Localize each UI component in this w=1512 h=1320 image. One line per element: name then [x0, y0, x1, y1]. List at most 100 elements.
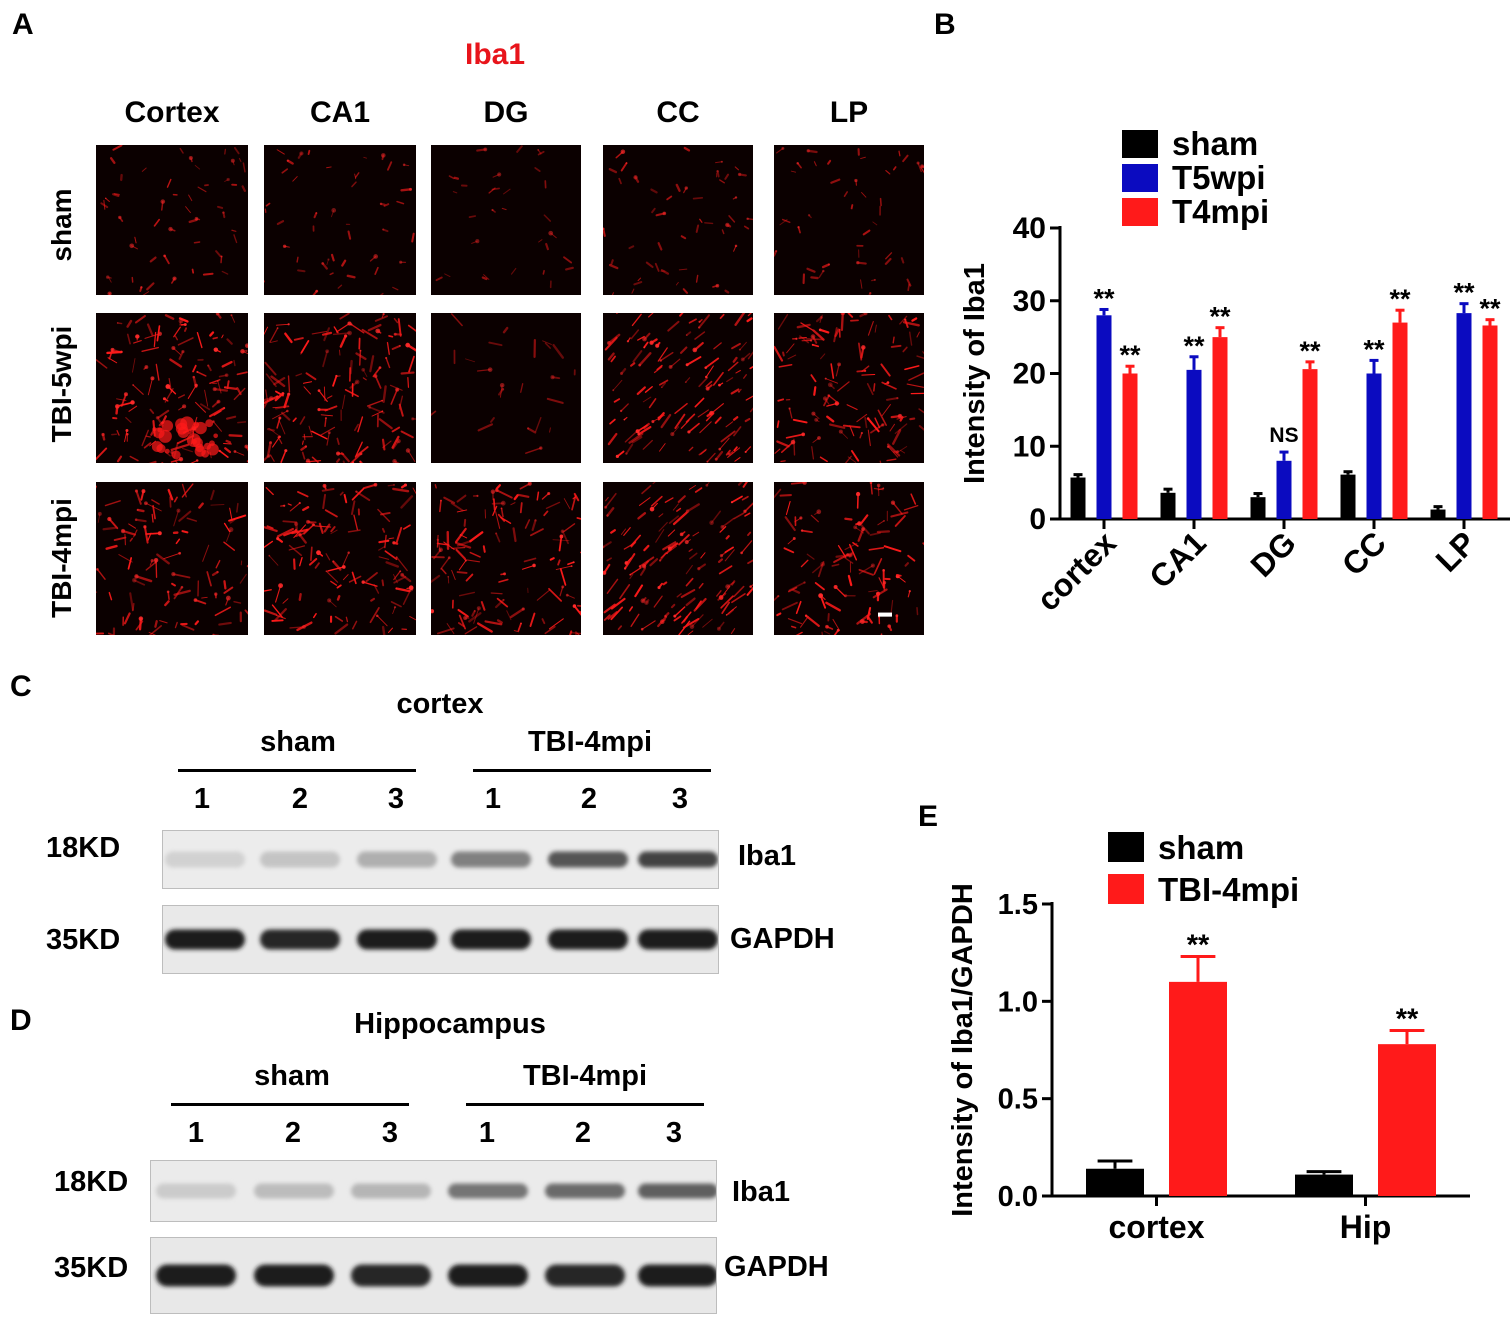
micrograph-tbi-5wpi-dg: [431, 313, 581, 463]
significance-stars: **: [1363, 334, 1385, 364]
legend-label: sham: [1172, 125, 1258, 162]
bar-t4mpi: [1482, 325, 1498, 519]
bar-sham: [1070, 477, 1086, 519]
blot-band: [165, 929, 245, 950]
row-label-tbi-5wpi: TBI-5wpi: [46, 325, 77, 443]
blot-band: [357, 929, 437, 950]
significance-stars: **: [1119, 340, 1141, 370]
micrograph-sham-ca1: [264, 145, 416, 295]
x-tick-label: LP: [1429, 524, 1483, 578]
iba1-blot-cortex: [162, 830, 719, 889]
y-tick-label: 10: [1013, 430, 1046, 463]
bar-sham: [1160, 492, 1176, 519]
y-tick-label: 20: [1013, 358, 1046, 391]
lane-label: 2: [580, 783, 598, 815]
micrograph-sham-cc: [603, 145, 753, 295]
lane-label: 3: [665, 1117, 683, 1149]
x-tick-label: DG: [1244, 524, 1303, 583]
lane-label: 2: [291, 783, 309, 815]
blot-band: [156, 1183, 236, 1199]
micrograph-tbi-5wpi-ca1: [264, 313, 416, 463]
bar-tbi-4mpi: [1169, 981, 1227, 1196]
blot-band: [548, 929, 628, 950]
y-tick-label: 30: [1013, 285, 1046, 318]
region-label-lp: LP: [829, 96, 869, 129]
panel-d-sham-bracket: [171, 1103, 409, 1106]
micrograph-tbi-4mpi-lp: [774, 482, 924, 635]
bar-t5wpi: [1096, 315, 1112, 519]
legend-label: sham: [1158, 829, 1244, 866]
row-label-sham: sham: [46, 188, 77, 262]
bar-t5wpi: [1366, 373, 1382, 519]
blot-band: [351, 1183, 431, 1199]
gapdh-blot-hippocampus: [150, 1237, 717, 1314]
region-label-cortex: Cortex: [124, 96, 220, 129]
legend-swatch: [1122, 198, 1158, 226]
blot-band: [545, 1183, 625, 1199]
panel-letter-b: B: [934, 8, 956, 41]
legend-label: T4mpi: [1172, 193, 1269, 230]
blot-band: [451, 929, 531, 950]
micrograph-tbi-4mpi-cc: [603, 482, 753, 635]
bar-chart-b: 0 10 20 30 40 Intensity of Iba1 cortex CA1 DG CC L…: [959, 125, 1510, 618]
panel-c-tbi-bracket: [473, 769, 711, 772]
x-tick-label: CA1: [1142, 524, 1213, 595]
panel-d-group-sham: sham: [254, 1060, 330, 1092]
panel-c-region-title: cortex: [396, 688, 484, 720]
bar-sham: [1340, 474, 1356, 519]
panel-letter-d: D: [10, 1004, 32, 1037]
blot-band: [638, 851, 718, 868]
blot-band: [351, 1264, 431, 1287]
lane-label: 1: [478, 1117, 496, 1149]
bar-sham: [1295, 1174, 1353, 1196]
protein-label-gapdh: GAPDH: [730, 923, 835, 955]
blot-band: [254, 1264, 334, 1287]
significance-stars: **: [1389, 284, 1411, 314]
significance-stars: **: [1183, 331, 1205, 361]
lane-label: 2: [574, 1117, 592, 1149]
bar-t4mpi: [1302, 369, 1318, 519]
marker-18kd: 18KD: [54, 1166, 129, 1198]
lane-label: 1: [193, 783, 211, 815]
x-tick-label: CC: [1335, 524, 1393, 582]
x-tick-label: cortex: [1108, 1209, 1204, 1245]
lane-label: 2: [284, 1117, 302, 1149]
panel-d-group-tbi: TBI-4mpi: [522, 1060, 648, 1092]
region-label-dg: DG: [483, 96, 529, 129]
panel-c-group-tbi: TBI-4mpi: [527, 726, 653, 758]
micrograph-tbi-4mpi-cortex: [96, 482, 248, 635]
blot-band: [357, 851, 437, 868]
legend-swatch: [1122, 164, 1158, 192]
blot-band: [254, 1183, 334, 1199]
bar-t4mpi: [1122, 373, 1138, 519]
micrograph-tbi-4mpi-dg: [431, 482, 581, 635]
marker-35kd: 35KD: [54, 1252, 129, 1284]
panel-d-region-title: Hippocampus: [354, 1008, 546, 1040]
y-axis-label: Intensity of Iba1: [959, 263, 991, 484]
blot-band: [448, 1264, 528, 1287]
blot-band: [638, 1183, 716, 1199]
micrograph-tbi-5wpi-lp: [774, 313, 924, 463]
region-label-cc: CC: [656, 96, 700, 129]
lane-label: 1: [484, 783, 502, 815]
panel-a-stain-title: Iba1: [464, 38, 526, 71]
blot-band: [548, 851, 628, 868]
legend-label: T5wpi: [1172, 159, 1266, 196]
panel-letter-e: E: [918, 800, 939, 833]
scale-bar: [878, 612, 892, 617]
y-axis-label: Intensity of Iba1/GAPDH: [947, 883, 979, 1217]
significance-stars: **: [1479, 294, 1501, 324]
blot-band: [165, 851, 245, 868]
blot-band: [260, 851, 340, 868]
x-tick-label: cortex: [1030, 524, 1124, 618]
legend-swatch: [1122, 130, 1158, 158]
legend-swatch: [1108, 874, 1144, 904]
bar-t5wpi: [1456, 313, 1472, 519]
blot-band: [638, 929, 718, 950]
gapdh-blot-cortex: [162, 905, 719, 974]
bar-tbi-4mpi: [1378, 1044, 1436, 1196]
blot-band: [451, 851, 531, 868]
iba1-blot-hippocampus: [150, 1160, 717, 1222]
lane-label: 3: [387, 783, 405, 815]
ns-label: NS: [1269, 424, 1298, 447]
